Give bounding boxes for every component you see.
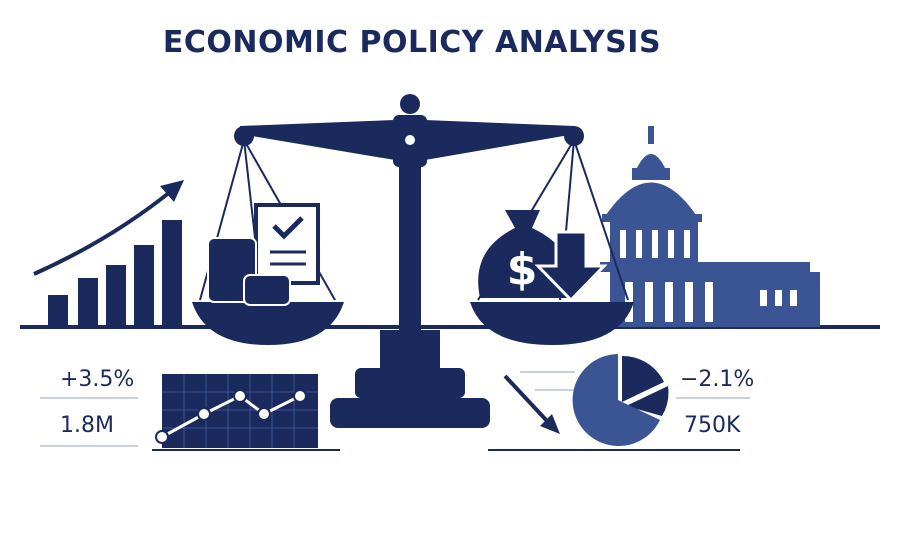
decline-arrow bbox=[488, 371, 740, 451]
dome bbox=[606, 182, 696, 215]
cornice bbox=[600, 262, 750, 272]
base-tier bbox=[355, 368, 465, 398]
beam-end bbox=[564, 126, 584, 146]
check bbox=[272, 216, 304, 240]
pie-icon bbox=[572, 354, 669, 446]
bar bbox=[134, 245, 154, 327]
building bbox=[610, 272, 820, 327]
bar-chart-icon bbox=[33, 180, 184, 327]
mini-line-chart bbox=[152, 374, 340, 451]
drum bbox=[632, 168, 670, 180]
coin-stack bbox=[243, 274, 291, 306]
base-foot bbox=[330, 398, 490, 428]
stat: +3.5% bbox=[60, 367, 134, 392]
stat: −2.1% bbox=[680, 367, 754, 392]
title: ECONOMIC POLICY ANALYSIS bbox=[163, 25, 661, 60]
money-bag: $ bbox=[478, 210, 608, 303]
pivot-hole bbox=[405, 135, 415, 145]
stat: 1.8M bbox=[60, 413, 114, 438]
beam-end bbox=[234, 126, 254, 146]
left-pan bbox=[192, 302, 344, 345]
balance-scale bbox=[192, 94, 634, 428]
bar bbox=[48, 295, 68, 327]
scale-knob bbox=[400, 94, 420, 114]
chart-panel bbox=[162, 374, 318, 448]
pillar bbox=[399, 165, 421, 335]
wing-roof bbox=[750, 262, 810, 272]
trend-arrow bbox=[33, 190, 172, 276]
bar bbox=[78, 278, 98, 327]
bar bbox=[106, 265, 126, 327]
pillar-base bbox=[380, 330, 440, 370]
stat: 750K bbox=[684, 413, 741, 438]
down-arrow bbox=[534, 230, 608, 303]
dollar-sign: $ bbox=[507, 244, 538, 295]
cupola bbox=[636, 154, 666, 170]
capitol-icon bbox=[600, 126, 820, 327]
bar bbox=[162, 220, 182, 327]
right-pan bbox=[470, 302, 634, 345]
spire bbox=[648, 126, 654, 144]
dome-base bbox=[602, 214, 702, 222]
coins-document bbox=[207, 203, 320, 306]
document bbox=[254, 203, 320, 285]
arrow-head bbox=[160, 180, 184, 202]
